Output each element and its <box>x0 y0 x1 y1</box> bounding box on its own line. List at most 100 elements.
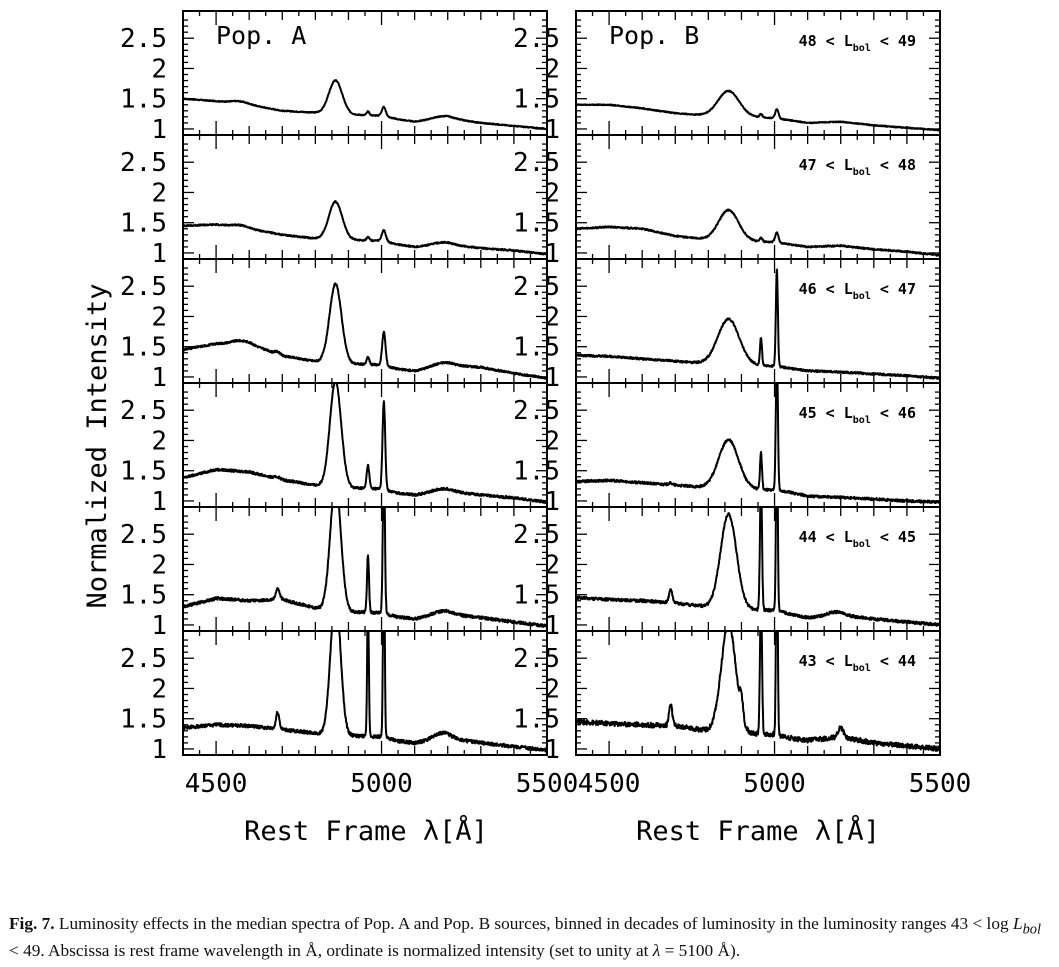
spectrum-line <box>183 383 547 504</box>
spectra-figure: 11.522.5 Pop. A11.522.511.522.511.522.511… <box>82 10 972 847</box>
y-tick-label: 2 <box>544 302 560 332</box>
spectrum-line <box>576 89 940 132</box>
x-tick-label: 4500 <box>185 769 248 799</box>
y-tick-label: 2.5 <box>120 520 167 550</box>
x-tick-label: 5500 <box>516 769 579 799</box>
panel-frame <box>575 506 941 632</box>
y-tick-label: 2.5 <box>513 520 560 550</box>
y-tick-label: 1.5 <box>120 85 167 115</box>
figure-caption: Fig. 7. Luminosity effects in the median… <box>9 913 1054 962</box>
y-axis-label: Normalized Intensity <box>82 283 113 608</box>
y-tick-label: 2.5 <box>513 24 560 54</box>
spectrum-line <box>183 631 547 753</box>
spectrum-line <box>183 507 547 629</box>
y-tick-label: 1 <box>544 611 560 641</box>
spectrum-panel: 11.522.5 <box>120 134 548 269</box>
caption-lbol: L <box>1012 914 1023 933</box>
y-tick-label: 2 <box>151 674 167 704</box>
x-axis-label-pop-a: Rest Frame λ[Å] <box>244 815 488 847</box>
spectrum-line <box>576 208 940 257</box>
spectrum-line <box>576 507 940 627</box>
y-tick-label: 2 <box>151 550 167 580</box>
spectrum-panel: 11.522.5 Pop. B 48 < Lbol < 49 <box>513 10 941 145</box>
y-tick-label: 1.5 <box>513 581 560 611</box>
y-tick-label: 2.5 <box>120 24 167 54</box>
spectrum-line <box>576 631 940 752</box>
spectrum-line <box>183 79 547 131</box>
panel-frame <box>182 382 548 508</box>
y-tick-label: 2 <box>544 674 560 704</box>
spectrum-panel: 11.522.5 45 < Lbol < 46 <box>513 382 941 517</box>
y-tick-label: 2.5 <box>120 644 167 674</box>
y-tick-label: 2.5 <box>513 396 560 426</box>
panel-frame <box>575 630 941 756</box>
spectrum-panel: 11.522.5 <box>120 258 548 393</box>
y-tick-label: 1 <box>151 735 167 765</box>
x-tick-label: 5000 <box>743 769 806 799</box>
y-tick-label: 1.5 <box>120 581 167 611</box>
y-tick-label: 1 <box>151 487 167 517</box>
luminosity-range-label: 46 < Lbol < 47 <box>799 280 916 302</box>
y-tick-label: 1.5 <box>120 705 167 735</box>
spectrum-line <box>183 200 547 256</box>
spectrum-panel: 11.522.5 <box>120 382 548 517</box>
spectrum-line <box>576 383 940 505</box>
y-tick-label: 1 <box>151 239 167 269</box>
y-tick-label: 1 <box>151 611 167 641</box>
y-tick-label: 1 <box>151 363 167 393</box>
caption-text-3: = 5100 Å). <box>660 941 741 961</box>
y-tick-label: 2 <box>151 54 167 84</box>
y-tick-label: 2.5 <box>120 396 167 426</box>
y-tick-label: 2.5 <box>513 644 560 674</box>
y-tick-label: 2.5 <box>513 272 560 302</box>
luminosity-range-label: 44 < Lbol < 45 <box>799 528 916 550</box>
luminosity-range-label: 45 < Lbol < 46 <box>799 404 916 426</box>
y-tick-label: 1.5 <box>120 333 167 363</box>
spectrum-panel: 11.522.5 47 < Lbol < 48 <box>513 134 941 269</box>
caption-lambda: λ <box>652 941 661 961</box>
spectrum-panel: 11.522.5 Pop. A <box>120 10 548 145</box>
y-tick-label: 1.5 <box>120 457 167 487</box>
luminosity-range-label: 43 < Lbol < 44 <box>799 652 916 674</box>
y-tick-label: 2 <box>544 550 560 580</box>
x-tick-label: 5500 <box>909 769 972 799</box>
y-tick-label: 1 <box>544 239 560 269</box>
y-tick-label: 1.5 <box>513 209 560 239</box>
y-tick-label: 2 <box>544 426 560 456</box>
y-tick-label: 2.5 <box>513 148 560 178</box>
y-tick-label: 1 <box>544 115 560 145</box>
x-axis-label-pop-b: Rest Frame λ[Å] <box>636 815 880 847</box>
caption-text-1: Luminosity effects in the median spectra… <box>54 914 1013 933</box>
caption-figure-number: Fig. 7. <box>9 914 55 933</box>
y-tick-label: 2 <box>544 54 560 84</box>
y-tick-label: 1.5 <box>513 457 560 487</box>
caption-text-2: < 49. Abscissa is rest frame wavelength … <box>9 941 653 961</box>
y-tick-label: 1.5 <box>513 85 560 115</box>
population-label: Pop. A <box>216 21 306 50</box>
spectrum-line <box>576 268 940 380</box>
y-tick-label: 2 <box>151 302 167 332</box>
spectrum-panel: 11.522.5 43 < Lbol < 44 <box>513 630 941 765</box>
spectrum-panel: 11.522.5 <box>120 506 548 641</box>
y-tick-label: 1 <box>544 363 560 393</box>
y-tick-label: 1.5 <box>513 705 560 735</box>
y-tick-label: 1 <box>544 735 560 765</box>
y-tick-label: 1 <box>544 487 560 517</box>
y-tick-label: 2 <box>151 178 167 208</box>
population-label: Pop. B <box>609 21 699 50</box>
x-tick-label: 5000 <box>350 769 413 799</box>
spectrum-panel: 11.522.5 44 < Lbol < 45 <box>513 506 941 641</box>
y-tick-label: 2.5 <box>120 272 167 302</box>
spectrum-panel: 11.522.5 46 < Lbol < 47 <box>513 258 941 393</box>
y-tick-label: 2.5 <box>120 148 167 178</box>
y-tick-label: 2 <box>544 178 560 208</box>
y-tick-label: 1.5 <box>120 209 167 239</box>
y-tick-label: 2 <box>151 426 167 456</box>
x-tick-label: 4500 <box>578 769 641 799</box>
luminosity-range-label: 48 < Lbol < 49 <box>799 32 916 54</box>
luminosity-range-label: 47 < Lbol < 48 <box>799 156 916 178</box>
y-tick-label: 1 <box>151 115 167 145</box>
spectrum-panel: 11.522.5 <box>120 630 548 765</box>
caption-lbol-sub: bol <box>1022 921 1041 938</box>
spectrum-line <box>183 282 547 380</box>
